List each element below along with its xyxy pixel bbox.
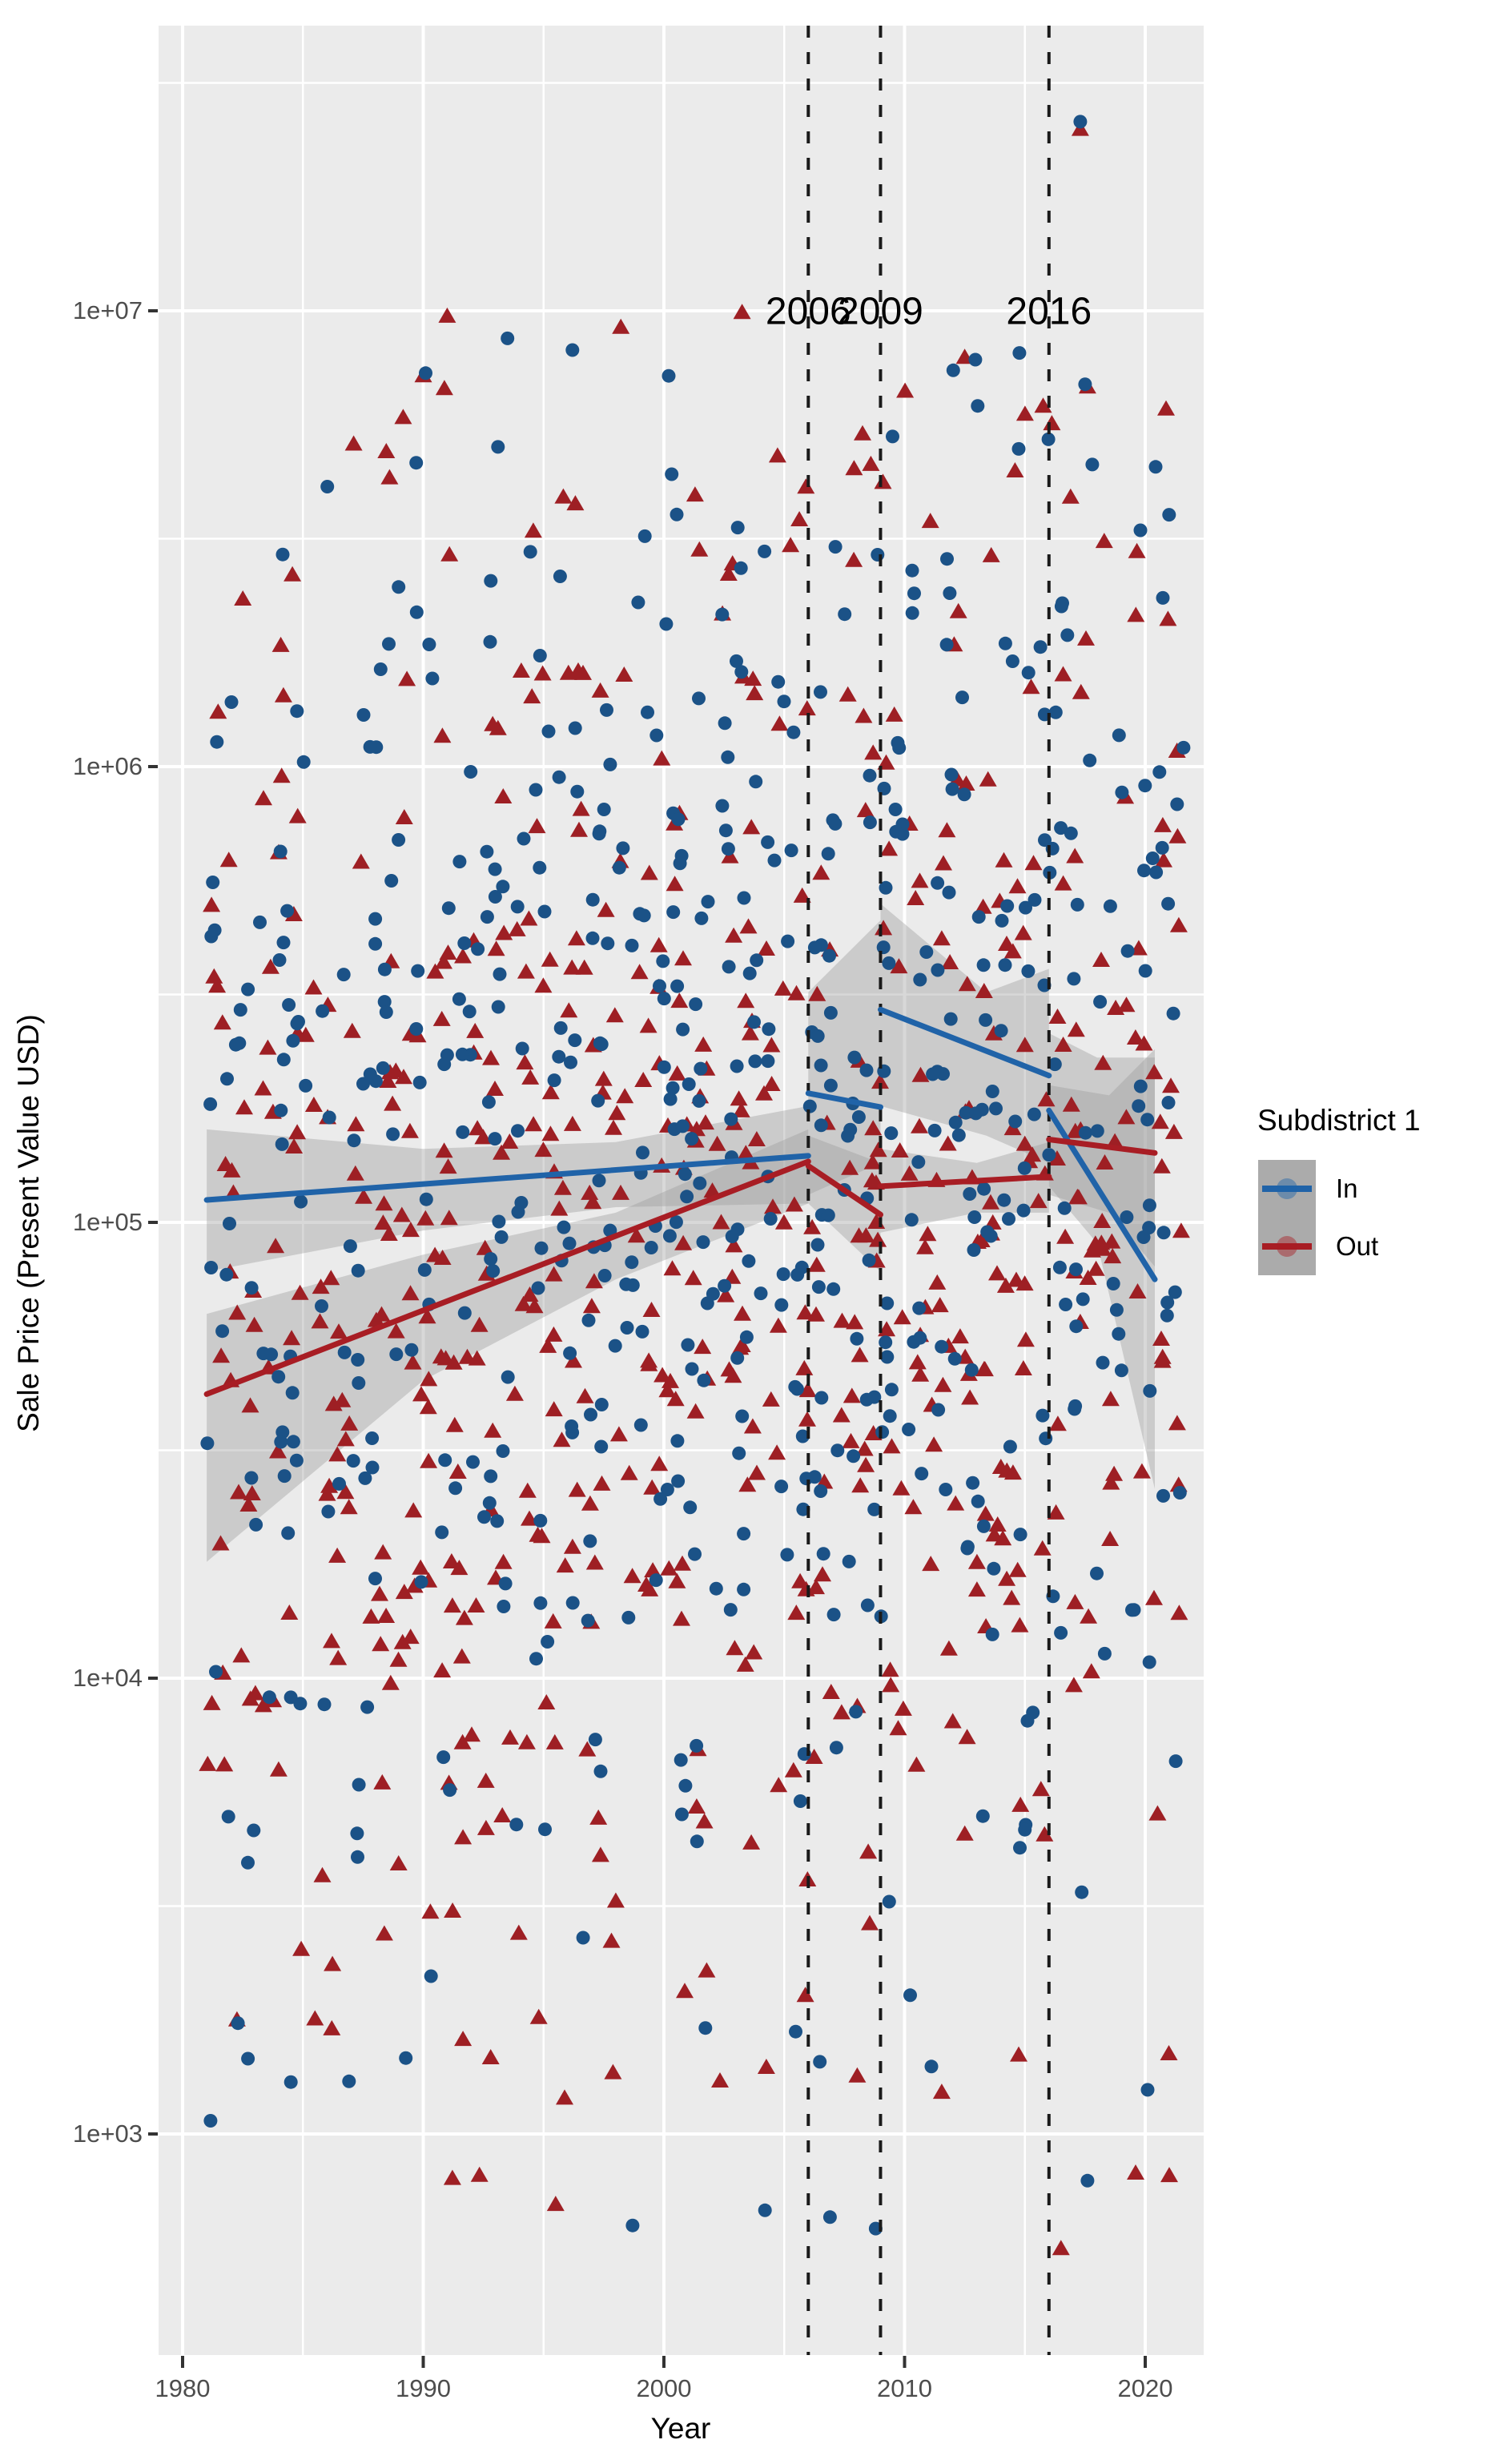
legend-item-out: Out xyxy=(1257,1218,1490,1275)
trend-line-icon xyxy=(1262,1186,1312,1192)
trend-line-out xyxy=(203,1137,1158,1397)
major-gridlines xyxy=(159,26,1204,2355)
x-tick-label: 1990 xyxy=(396,2374,451,2402)
x-axis-title: Year xyxy=(650,2412,711,2445)
axis-tick-marks xyxy=(148,309,1147,2368)
vline-label-2016: 2016 xyxy=(1006,290,1092,333)
y-tick-label: 1e+04 xyxy=(72,1664,143,1692)
legend-item-in: In xyxy=(1257,1160,1490,1218)
y-tick-label: 1e+03 xyxy=(72,2120,143,2148)
legend-item-label: In xyxy=(1336,1174,1358,1203)
legend-item-label: Out xyxy=(1336,1231,1379,1261)
point-marker-icon xyxy=(1277,1178,1297,1199)
reference-vlines xyxy=(806,26,1051,2355)
x-tick-label: 2020 xyxy=(1117,2374,1173,2402)
trend-line-in xyxy=(203,1006,1158,1282)
y-tick-label: 1e+07 xyxy=(72,296,143,324)
scatter-points-out xyxy=(199,120,1190,2256)
trend-line-icon xyxy=(1262,1243,1312,1250)
legend: Subdistrict 1 In Out xyxy=(1257,1104,1490,1275)
y-tick-label: 1e+06 xyxy=(72,752,143,780)
point-marker-icon xyxy=(1277,1236,1297,1257)
y-axis-title: Sale Price (Present Value USD) xyxy=(12,1014,45,1432)
legend-key-out xyxy=(1258,1218,1316,1275)
x-tick-label: 1980 xyxy=(155,2374,211,2402)
legend-title: Subdistrict 1 xyxy=(1257,1104,1421,1137)
scatter-points-in xyxy=(200,115,1191,2236)
x-tick-label: 2010 xyxy=(877,2374,932,2402)
vline-label-2009: 2009 xyxy=(838,290,923,333)
y-tick-label: 1e+05 xyxy=(72,1208,143,1236)
legend-key-in xyxy=(1258,1160,1316,1218)
vline-label-2006: 2006 xyxy=(765,290,851,333)
x-tick-label: 2000 xyxy=(636,2374,692,2402)
